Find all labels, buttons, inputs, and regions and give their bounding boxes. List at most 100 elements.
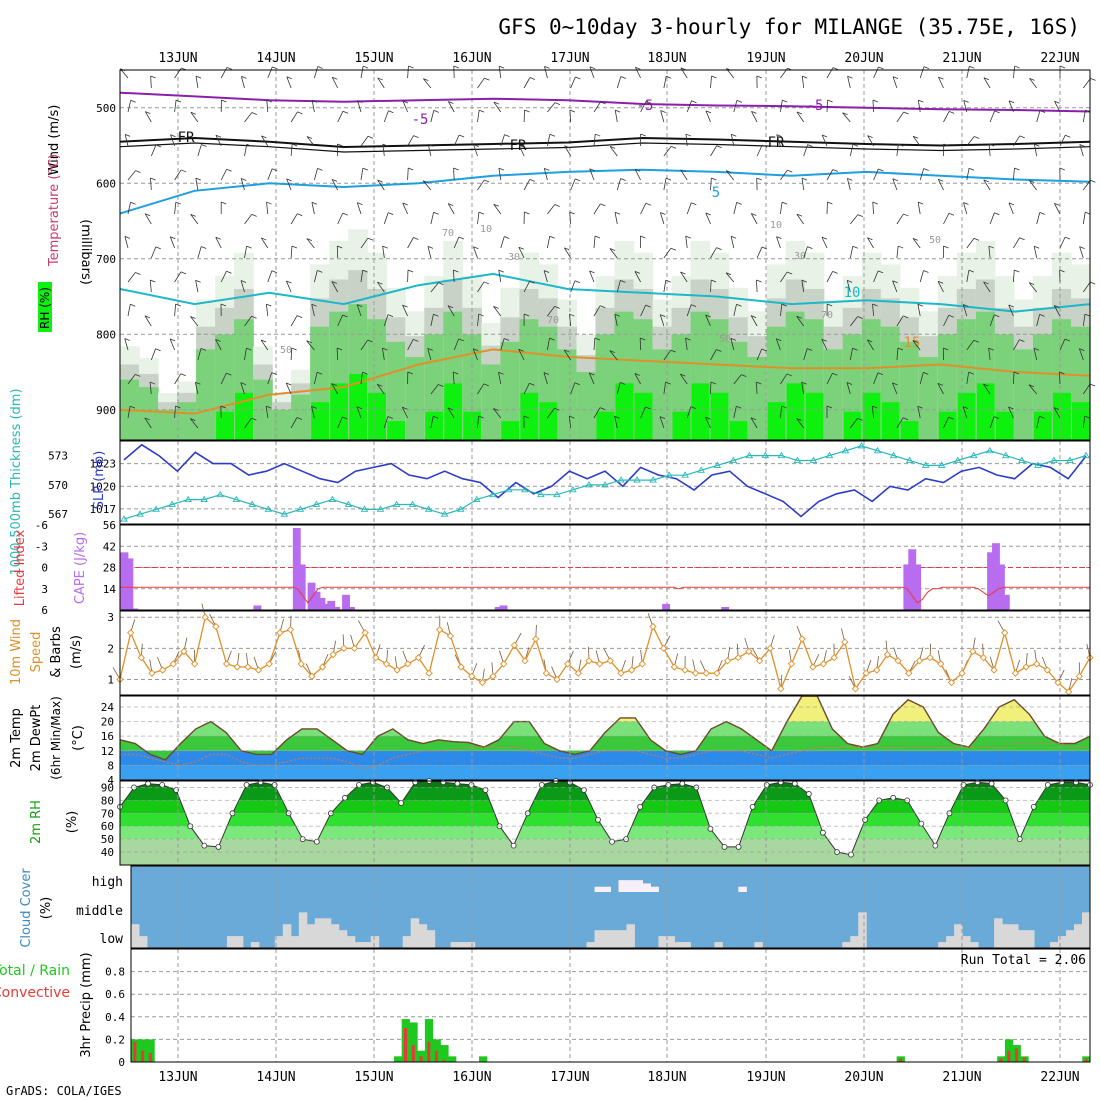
barb-staff (756, 279, 758, 293)
thickness-marker-51 (937, 461, 946, 468)
wind10-marker-4 (159, 666, 167, 674)
wind10-marker-72 (883, 650, 892, 659)
wind10-marker-83 (1001, 629, 1009, 637)
barb-staff (755, 382, 758, 395)
barb-staff (518, 247, 525, 259)
barb-flag (331, 179, 338, 182)
wind10-marker-36 (500, 660, 508, 668)
barb-staff (547, 408, 555, 419)
temp-contour-15 (119, 348, 1091, 415)
thickness-tick-0: 567 (48, 508, 68, 521)
barb-staff (616, 178, 621, 191)
barb-staff (937, 383, 944, 395)
barb-staff (127, 170, 136, 181)
barb-staff (1036, 314, 1040, 327)
barb-flag (1039, 415, 1045, 419)
wind10-marker-20 (329, 650, 337, 659)
barb-staff (937, 179, 944, 191)
barb-staff (1036, 416, 1040, 429)
barb-staff (402, 304, 408, 317)
wind10-marker-85 (1022, 663, 1030, 671)
wind10-marker-22 (350, 644, 359, 652)
barb-staff (430, 282, 439, 293)
barb-flag (261, 237, 267, 241)
barb-staff (383, 110, 389, 123)
barb-staff (1053, 407, 1061, 419)
barb-flag (175, 303, 181, 307)
barb-staff (306, 340, 315, 351)
barb-flag (1008, 406, 1014, 410)
temp-contour-10 (119, 272, 1091, 313)
thickness-marker-30 (601, 481, 609, 488)
rh-marker-26 (482, 787, 489, 793)
barb-flag (640, 337, 646, 341)
rh-ylabel-2: (%) (65, 811, 80, 834)
barb-flag (917, 303, 924, 307)
precip-total-bar-36 (409, 1022, 418, 1062)
barb-staff (680, 271, 688, 283)
barb-staff (360, 339, 369, 351)
barb-flag (569, 211, 575, 215)
wind10-marker-23 (361, 629, 369, 637)
barb-flag (917, 405, 923, 409)
barb-staff (244, 348, 247, 361)
cape-tick-1: 28 (103, 562, 116, 575)
barb-flag (240, 280, 247, 283)
barb-flag (144, 417, 150, 421)
barb-staff (867, 135, 874, 147)
barb-flag (620, 280, 626, 283)
rh-column-bright-13 (368, 392, 387, 440)
rh-marker-44 (735, 844, 742, 850)
barb-flag (614, 415, 620, 419)
cape-tick-3: 56 (103, 519, 116, 532)
rh-column-mid-1 (139, 387, 159, 440)
barb-flag (645, 406, 651, 410)
barb-staff (988, 246, 991, 259)
barb-flag (316, 371, 323, 375)
wind10-marker-27 (404, 660, 412, 668)
barb-staff (543, 270, 548, 283)
barb-staff (195, 382, 199, 395)
barb-staff (430, 212, 434, 225)
barb-staff (710, 279, 712, 293)
barb-staff (1008, 202, 1014, 215)
barb-staff (685, 134, 688, 147)
barb-flag (544, 65, 550, 69)
barb-flag (387, 314, 394, 317)
barb-staff (751, 111, 758, 123)
thickness-marker-52 (953, 456, 962, 463)
barb-flag (705, 314, 711, 318)
cloud-low-bar-18 (274, 936, 284, 948)
barb-staff (776, 236, 781, 249)
thickness-marker-38 (729, 456, 738, 463)
barb-staff (896, 417, 904, 429)
barb-flag (918, 99, 924, 103)
barb-staff (500, 134, 505, 147)
barb-staff (872, 202, 874, 215)
precip-convective-bar-112 (999, 1058, 1003, 1062)
precip-tick-3: 0.6 (105, 988, 125, 1001)
cloud-low-bar-42 (466, 942, 476, 948)
barb-staff (337, 314, 343, 327)
wind10-marker-51 (659, 644, 668, 652)
wind10-marker-84 (1011, 669, 1020, 677)
barb-staff (943, 416, 949, 429)
wind10-marker-73 (894, 657, 902, 665)
barb-flag (478, 415, 484, 419)
barb-flag (377, 77, 383, 81)
barb-flag (382, 245, 388, 249)
thickness-marker-37 (713, 461, 722, 468)
barb-staff (866, 339, 874, 351)
barb-flag (872, 303, 878, 307)
contour-label-11: 50 (280, 345, 292, 356)
wind10-marker-56 (713, 669, 721, 677)
barb-staff (1082, 110, 1086, 123)
barb-staff (705, 212, 711, 225)
cape-bar-36 (297, 564, 306, 610)
precip-ylabel-1: Total / Rain (0, 963, 70, 979)
barb-staff (543, 372, 548, 385)
barb-staff (796, 316, 805, 327)
cloud-low-bar-12 (226, 936, 236, 948)
thickness-marker-7 (232, 495, 241, 503)
barb-staff (912, 340, 921, 351)
